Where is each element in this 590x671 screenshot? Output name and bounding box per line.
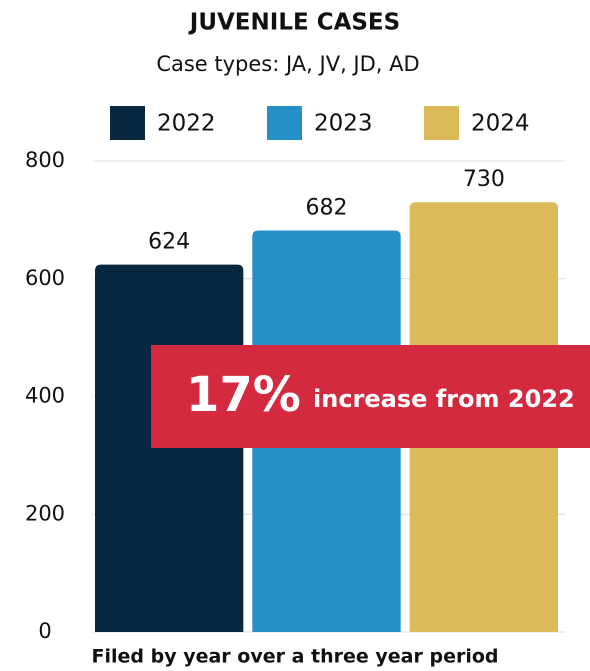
value-label: 730 (463, 167, 505, 192)
y-tick-label: 200 (25, 501, 65, 525)
legend-label: 2023 (314, 111, 373, 137)
chart-title: JUVENILE CASES (188, 10, 400, 36)
annotation-text: increase from 2022 (313, 385, 575, 413)
y-tick-label: 0 (38, 619, 51, 643)
y-tick-label: 400 (25, 384, 65, 408)
value-label: 624 (148, 230, 190, 255)
annotation-value: 17% (186, 367, 301, 423)
annotation-banner (151, 345, 590, 448)
y-tick-label: 600 (25, 266, 65, 290)
legend-swatch (267, 106, 302, 140)
bar (95, 264, 244, 632)
legend-label: 2024 (471, 111, 530, 137)
value-label: 682 (306, 195, 348, 220)
legend-label: 2022 (157, 111, 216, 137)
footer: Filed by year over a three year period (92, 646, 499, 668)
legend-swatch (110, 106, 145, 140)
y-tick-label: 800 (25, 148, 65, 172)
chart-subtitle: Case types: JA, JV, JD, AD (156, 52, 419, 76)
legend-swatch (424, 106, 459, 140)
